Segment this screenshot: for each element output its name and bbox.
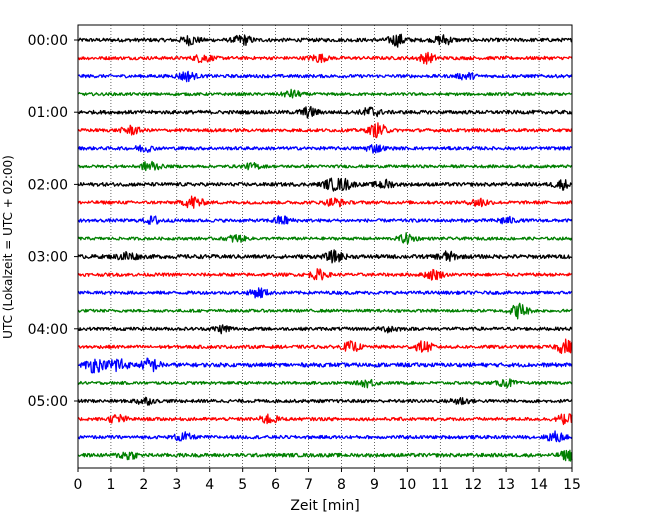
seismogram-trace	[77, 195, 573, 209]
x-tick-label: 4	[205, 477, 214, 493]
seismogram-trace	[77, 449, 573, 462]
x-grid	[110, 25, 540, 468]
seismogram-trace	[77, 249, 573, 264]
seismogram-trace	[77, 33, 573, 48]
seismogram-trace	[77, 105, 573, 119]
x-tick-label: 9	[370, 477, 379, 493]
x-tick-label: 2	[139, 477, 148, 493]
seismogram-trace	[77, 160, 573, 172]
seismogram-trace	[77, 378, 573, 389]
seismogram-trace	[77, 413, 573, 426]
x-tick-label: 1	[106, 477, 115, 493]
seismogram-trace	[77, 232, 573, 245]
y-tick-label: 04:00	[28, 322, 68, 338]
y-tick-label: 01:00	[28, 105, 68, 121]
x-tick-label: 5	[238, 477, 247, 493]
x-tick-label: 8	[337, 477, 346, 493]
seismogram-trace	[77, 287, 573, 299]
y-tick-label: 02:00	[28, 177, 68, 193]
x-tick-label: 3	[172, 477, 181, 493]
seismogram-trace	[77, 122, 573, 139]
x-ticks: 0 1 2 3 4 5 6 7 8 9 10 11 12 13 14 15	[74, 468, 581, 493]
x-tick-label: 11	[431, 477, 449, 493]
seismogram-trace	[77, 357, 573, 374]
x-tick-label: 6	[271, 477, 280, 493]
seismogram-trace	[77, 215, 573, 225]
seismogram-trace	[77, 302, 573, 320]
traces	[77, 33, 573, 462]
seismogram-trace	[77, 396, 573, 406]
y-axis-label: UTC (Lokalzeit = UTC + 02:00)	[1, 155, 15, 339]
x-tick-label: 0	[74, 477, 83, 493]
seismogram-trace	[77, 143, 573, 154]
seismogram-trace	[77, 51, 573, 65]
y-tick-label: 03:00	[28, 250, 68, 266]
y-ticks: 00:00 01:00 02:00 03:00 04:00 05:00	[28, 33, 78, 410]
y-tick-label: 00:00	[28, 33, 68, 49]
x-tick-label: 14	[530, 477, 548, 493]
seismogram-trace	[77, 338, 573, 355]
seismogram-trace	[77, 268, 573, 281]
plot-border	[77, 24, 573, 469]
seismogram-trace	[77, 430, 573, 443]
x-axis-label: Zeit [min]	[290, 498, 359, 514]
x-tick-label: 13	[497, 477, 515, 493]
seismogram-trace	[77, 88, 573, 99]
plot-frame	[78, 25, 572, 468]
x-tick-label: 12	[464, 477, 482, 493]
seismogram-trace	[77, 324, 573, 335]
y-tick-label: 05:00	[28, 394, 68, 410]
seismogram-trace	[77, 177, 573, 192]
x-tick-label: 7	[304, 477, 313, 493]
x-tick-label: 10	[398, 477, 416, 493]
seismogram-trace	[77, 70, 573, 83]
x-tick-label: 15	[563, 477, 581, 493]
